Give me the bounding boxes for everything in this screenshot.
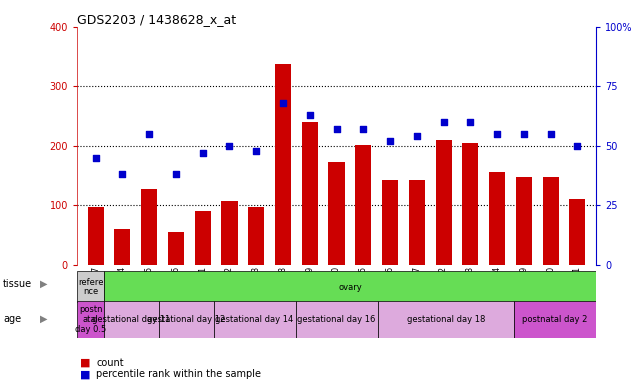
Bar bbox=[514, 301, 596, 338]
Text: gestational day 14: gestational day 14 bbox=[215, 315, 294, 324]
Bar bbox=[159, 301, 213, 338]
Point bbox=[465, 119, 476, 125]
Bar bbox=[542, 177, 559, 265]
Text: gestational day 12: gestational day 12 bbox=[147, 315, 226, 324]
Bar bbox=[378, 301, 514, 338]
Text: postnatal day 2: postnatal day 2 bbox=[522, 315, 588, 324]
Text: tissue: tissue bbox=[3, 279, 32, 289]
Bar bbox=[435, 140, 452, 265]
Bar bbox=[88, 207, 104, 265]
Point bbox=[519, 131, 529, 137]
Text: percentile rank within the sample: percentile rank within the sample bbox=[96, 369, 261, 379]
Text: postn
atal
day 0.5: postn atal day 0.5 bbox=[75, 306, 106, 334]
Text: GDS2203 / 1438628_x_at: GDS2203 / 1438628_x_at bbox=[77, 13, 236, 26]
Bar bbox=[489, 172, 505, 265]
Text: ▶: ▶ bbox=[40, 314, 47, 324]
Bar bbox=[516, 177, 532, 265]
Bar bbox=[409, 180, 425, 265]
Text: age: age bbox=[3, 314, 21, 324]
Bar bbox=[114, 229, 131, 265]
Point bbox=[90, 155, 101, 161]
Bar bbox=[355, 145, 371, 265]
Text: gestational day 16: gestational day 16 bbox=[297, 315, 376, 324]
Point bbox=[331, 126, 342, 132]
Point bbox=[438, 119, 449, 125]
Point bbox=[251, 147, 262, 154]
Text: ■: ■ bbox=[80, 369, 90, 379]
Point bbox=[492, 131, 503, 137]
Bar bbox=[302, 122, 318, 265]
Text: ■: ■ bbox=[80, 358, 90, 368]
Bar bbox=[328, 162, 345, 265]
Bar bbox=[168, 232, 184, 265]
Text: gestational day 18: gestational day 18 bbox=[406, 315, 485, 324]
Point bbox=[117, 171, 128, 177]
Point bbox=[144, 131, 154, 137]
Bar bbox=[77, 301, 104, 338]
Point bbox=[197, 150, 208, 156]
Text: refere
nce: refere nce bbox=[78, 278, 103, 296]
Bar bbox=[462, 143, 478, 265]
Point bbox=[412, 133, 422, 139]
Text: ▶: ▶ bbox=[40, 279, 47, 289]
Point bbox=[385, 138, 395, 144]
Text: ovary: ovary bbox=[338, 283, 362, 291]
Text: gestational day 11: gestational day 11 bbox=[92, 315, 171, 324]
Point bbox=[304, 112, 315, 118]
Bar bbox=[104, 301, 159, 338]
Bar bbox=[195, 212, 211, 265]
Bar bbox=[77, 271, 104, 303]
Bar bbox=[141, 189, 157, 265]
Bar bbox=[221, 201, 238, 265]
Point bbox=[171, 171, 181, 177]
Point bbox=[278, 100, 288, 106]
Point bbox=[545, 131, 556, 137]
Point bbox=[572, 143, 583, 149]
Point bbox=[224, 143, 235, 149]
Bar bbox=[296, 301, 378, 338]
Text: count: count bbox=[96, 358, 124, 368]
Bar bbox=[569, 200, 585, 265]
Bar bbox=[248, 207, 264, 265]
Bar bbox=[382, 180, 398, 265]
Point bbox=[358, 126, 369, 132]
Bar bbox=[213, 301, 296, 338]
Bar bbox=[275, 65, 291, 265]
